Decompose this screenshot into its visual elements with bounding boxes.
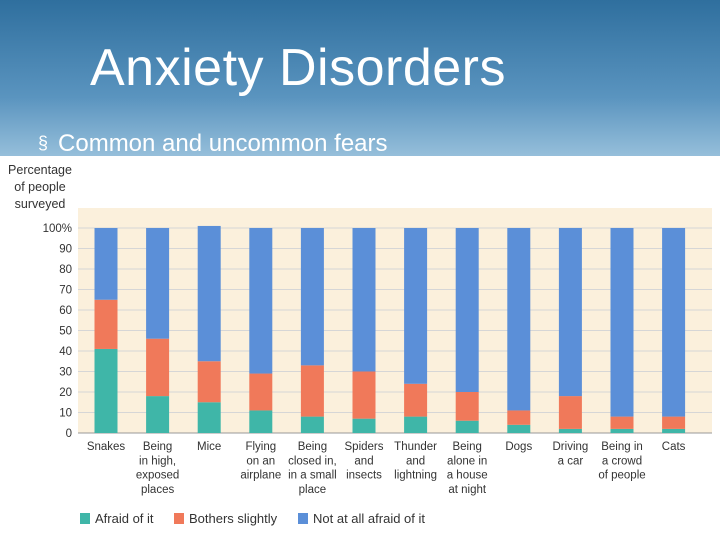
y-tick-label: 80: [59, 264, 72, 276]
bar-segment-afraid: [249, 410, 273, 433]
y-tick-label: 40: [59, 346, 72, 358]
y-axis-label-line: Percentage: [8, 163, 72, 177]
legend: Afraid of it Bothers slightly Not at all a…: [80, 511, 425, 526]
x-category-label: of people: [598, 470, 645, 482]
legend-swatch-bothers: [174, 513, 184, 524]
bar-segment-not-afraid: [558, 228, 582, 397]
bar-segment-bothers: [558, 396, 582, 429]
x-category-label: Mice: [197, 441, 221, 453]
bar-segment-not-afraid: [404, 228, 428, 384]
y-tick-label: 100%: [43, 223, 72, 235]
bar-segment-not-afraid: [300, 228, 324, 366]
x-category-label: insects: [346, 470, 382, 482]
x-category-label: Dogs: [505, 441, 532, 453]
x-category-label: and: [354, 455, 373, 467]
y-tick-label: 90: [59, 244, 72, 256]
x-category-label: place: [299, 484, 327, 496]
bar-segment-not-afraid: [352, 228, 376, 372]
bar-segment-afraid: [610, 428, 634, 433]
y-tick-label: 70: [59, 285, 72, 297]
bar-segment-not-afraid: [94, 228, 118, 300]
y-tick-label: 20: [59, 387, 72, 399]
legend-swatch-not-afraid: [298, 513, 308, 524]
x-category-label: Flying: [245, 441, 276, 453]
bar-segment-afraid: [352, 418, 376, 433]
stacked-bar-chart: Percentage of people surveyed 0 10 20 30 40 50 6…: [0, 156, 720, 540]
bullet-text: Common and uncommon fears: [58, 130, 388, 157]
plot-area: [78, 208, 712, 433]
x-category-label: on an: [246, 455, 275, 467]
x-category-label: and: [406, 455, 425, 467]
x-category-label: in a small: [288, 470, 337, 482]
bar-segment-not-afraid: [146, 228, 170, 339]
bullet-point: § Common and uncommon fears: [38, 130, 388, 158]
bar-segment-bothers: [507, 410, 531, 425]
square-bullet-icon: §: [38, 133, 49, 153]
legend-label-bothers: Bothers slightly: [189, 511, 278, 526]
bar-segment-bothers: [610, 416, 634, 429]
x-category-label: Being: [143, 441, 172, 453]
x-category-label: Snakes: [87, 441, 126, 453]
bar-segment-afraid: [404, 416, 428, 433]
x-category-label: airplane: [240, 470, 281, 482]
x-category-label: Being: [452, 441, 481, 453]
bar-segment-afraid: [455, 420, 479, 433]
bar-segment-afraid: [94, 348, 118, 433]
x-category-label: Cats: [662, 441, 686, 453]
x-category-label: places: [141, 484, 174, 496]
y-tick-label: 50: [59, 326, 72, 338]
x-category-label: Spiders: [345, 441, 384, 453]
gridlines: [78, 227, 712, 434]
y-tick-label: 30: [59, 367, 72, 379]
y-axis-ticks: 0 10 20 30 40 50 60 70 80 90 100%: [43, 223, 72, 440]
bar-segment-not-afraid: [662, 228, 686, 417]
x-category-label: Thunder: [394, 441, 437, 453]
bar-segment-afraid: [662, 428, 686, 433]
y-tick-label: 0: [66, 428, 72, 440]
bar-segment-afraid: [300, 416, 324, 433]
bar-segment-not-afraid: [249, 228, 273, 374]
bar-segment-bothers: [249, 373, 273, 411]
bar-segment-not-afraid: [197, 225, 221, 362]
bar-segment-bothers: [404, 383, 428, 417]
x-category-label: closed in,: [288, 455, 337, 467]
x-category-label: a house: [447, 470, 488, 482]
x-category-label: Being in: [601, 441, 643, 453]
bar-segment-not-afraid: [507, 228, 531, 411]
bar-segment-bothers: [300, 365, 324, 417]
x-category-label: Being: [298, 441, 327, 453]
x-axis-labels: Snakes Being in high, exposed places Mice Flyi…: [87, 441, 686, 496]
bar-segment-not-afraid: [610, 228, 634, 417]
x-category-label: a car: [558, 455, 584, 467]
x-category-label: alone in: [447, 455, 487, 467]
bar-segment-afraid: [146, 396, 170, 433]
x-category-label: a crowd: [602, 455, 642, 467]
bar-segment-bothers: [455, 392, 479, 421]
bar-segment-not-afraid: [455, 228, 479, 392]
bar-segment-bothers: [662, 416, 686, 429]
x-category-label: Driving: [553, 441, 589, 453]
y-axis-label-line: of people: [14, 180, 65, 194]
x-category-label: at night: [448, 484, 487, 496]
y-tick-label: 10: [59, 408, 72, 420]
x-category-label: exposed: [136, 470, 179, 482]
bar-segment-afraid: [197, 402, 221, 433]
bars: [94, 225, 686, 433]
bar-segment-bothers: [197, 361, 221, 403]
y-axis-label: Percentage of people surveyed: [8, 163, 72, 211]
y-axis-label-line: surveyed: [15, 197, 66, 211]
bar-segment-afraid: [558, 428, 582, 433]
bar-segment-afraid: [507, 424, 531, 433]
bar-segment-bothers: [94, 299, 118, 349]
bar-segment-bothers: [352, 371, 376, 419]
slide-title: Anxiety Disorders: [90, 39, 506, 97]
x-category-label: lightning: [394, 470, 437, 482]
x-category-label: in high,: [139, 455, 176, 467]
legend-label-not-afraid: Not at all afraid of it: [313, 511, 425, 526]
legend-label-afraid: Afraid of it: [95, 511, 154, 526]
legend-swatch-afraid: [80, 513, 90, 524]
y-tick-label: 60: [59, 305, 72, 317]
bar-segment-bothers: [146, 338, 170, 397]
